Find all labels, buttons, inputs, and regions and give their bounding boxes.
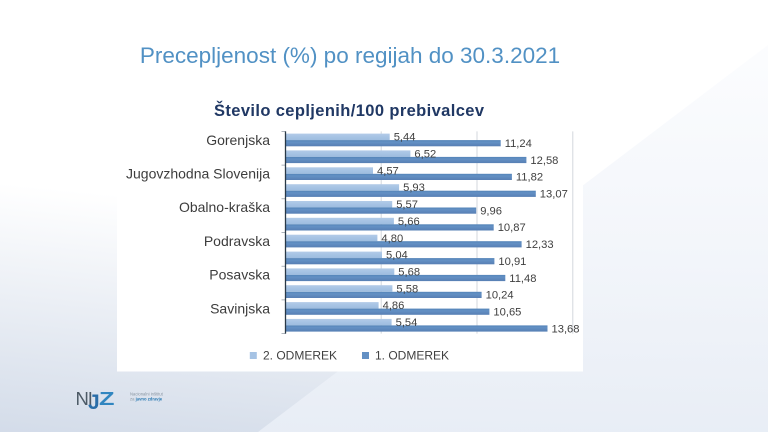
svg-text:I: I xyxy=(88,388,93,409)
svg-text:N: N xyxy=(76,388,89,409)
svg-text:12,33: 12,33 xyxy=(526,239,554,251)
svg-text:9,96: 9,96 xyxy=(480,205,502,217)
svg-text:2. ODMEREK: 2. ODMEREK xyxy=(263,349,337,363)
svg-text:10,24: 10,24 xyxy=(486,290,514,302)
svg-text:Jugovzhodna Slovenija: Jugovzhodna Slovenija xyxy=(126,166,270,182)
svg-text:Posavska: Posavska xyxy=(209,267,270,283)
svg-text:5,66: 5,66 xyxy=(398,216,420,228)
svg-text:6,52: 6,52 xyxy=(414,149,436,161)
svg-text:Podravska: Podravska xyxy=(204,233,270,249)
svg-text:10,65: 10,65 xyxy=(493,307,521,319)
svg-text:Obalno-kraška: Obalno-kraška xyxy=(179,199,270,215)
svg-text:Nacionalni inštitut: Nacionalni inštitut xyxy=(130,392,164,397)
svg-text:Z: Z xyxy=(99,388,115,409)
svg-text:11,48: 11,48 xyxy=(509,273,536,285)
svg-text:5,93: 5,93 xyxy=(403,182,425,194)
svg-text:4,80: 4,80 xyxy=(381,233,403,245)
svg-text:5,44: 5,44 xyxy=(394,132,416,144)
svg-text:13,68: 13,68 xyxy=(552,323,580,335)
svg-text:za javno zdravje: za javno zdravje xyxy=(130,396,163,401)
svg-text:10,87: 10,87 xyxy=(498,222,526,234)
svg-text:4,86: 4,86 xyxy=(383,300,405,312)
svg-text:1. ODMEREK: 1. ODMEREK xyxy=(375,349,449,363)
svg-text:Precepljenost (%) po regijah d: Precepljenost (%) po regijah do 30.3.202… xyxy=(140,43,560,68)
svg-text:Gorenjska: Gorenjska xyxy=(206,132,270,148)
svg-text:5,04: 5,04 xyxy=(386,250,408,262)
svg-text:5,54: 5,54 xyxy=(396,317,418,329)
svg-text:5,58: 5,58 xyxy=(396,283,418,295)
svg-text:10,91: 10,91 xyxy=(498,256,526,268)
svg-text:11,24: 11,24 xyxy=(505,138,532,150)
svg-text:Število cepljenih/100 prebival: Število cepljenih/100 prebivalcev xyxy=(214,101,485,120)
svg-text:13,07: 13,07 xyxy=(540,189,568,201)
svg-text:J: J xyxy=(88,391,100,414)
svg-text:5,68: 5,68 xyxy=(398,267,420,279)
svg-text:Savinjska: Savinjska xyxy=(210,300,270,316)
svg-text:11,82: 11,82 xyxy=(516,172,543,184)
svg-text:12,58: 12,58 xyxy=(530,155,558,167)
svg-text:4,57: 4,57 xyxy=(377,165,399,177)
svg-text:5,57: 5,57 xyxy=(396,199,418,211)
